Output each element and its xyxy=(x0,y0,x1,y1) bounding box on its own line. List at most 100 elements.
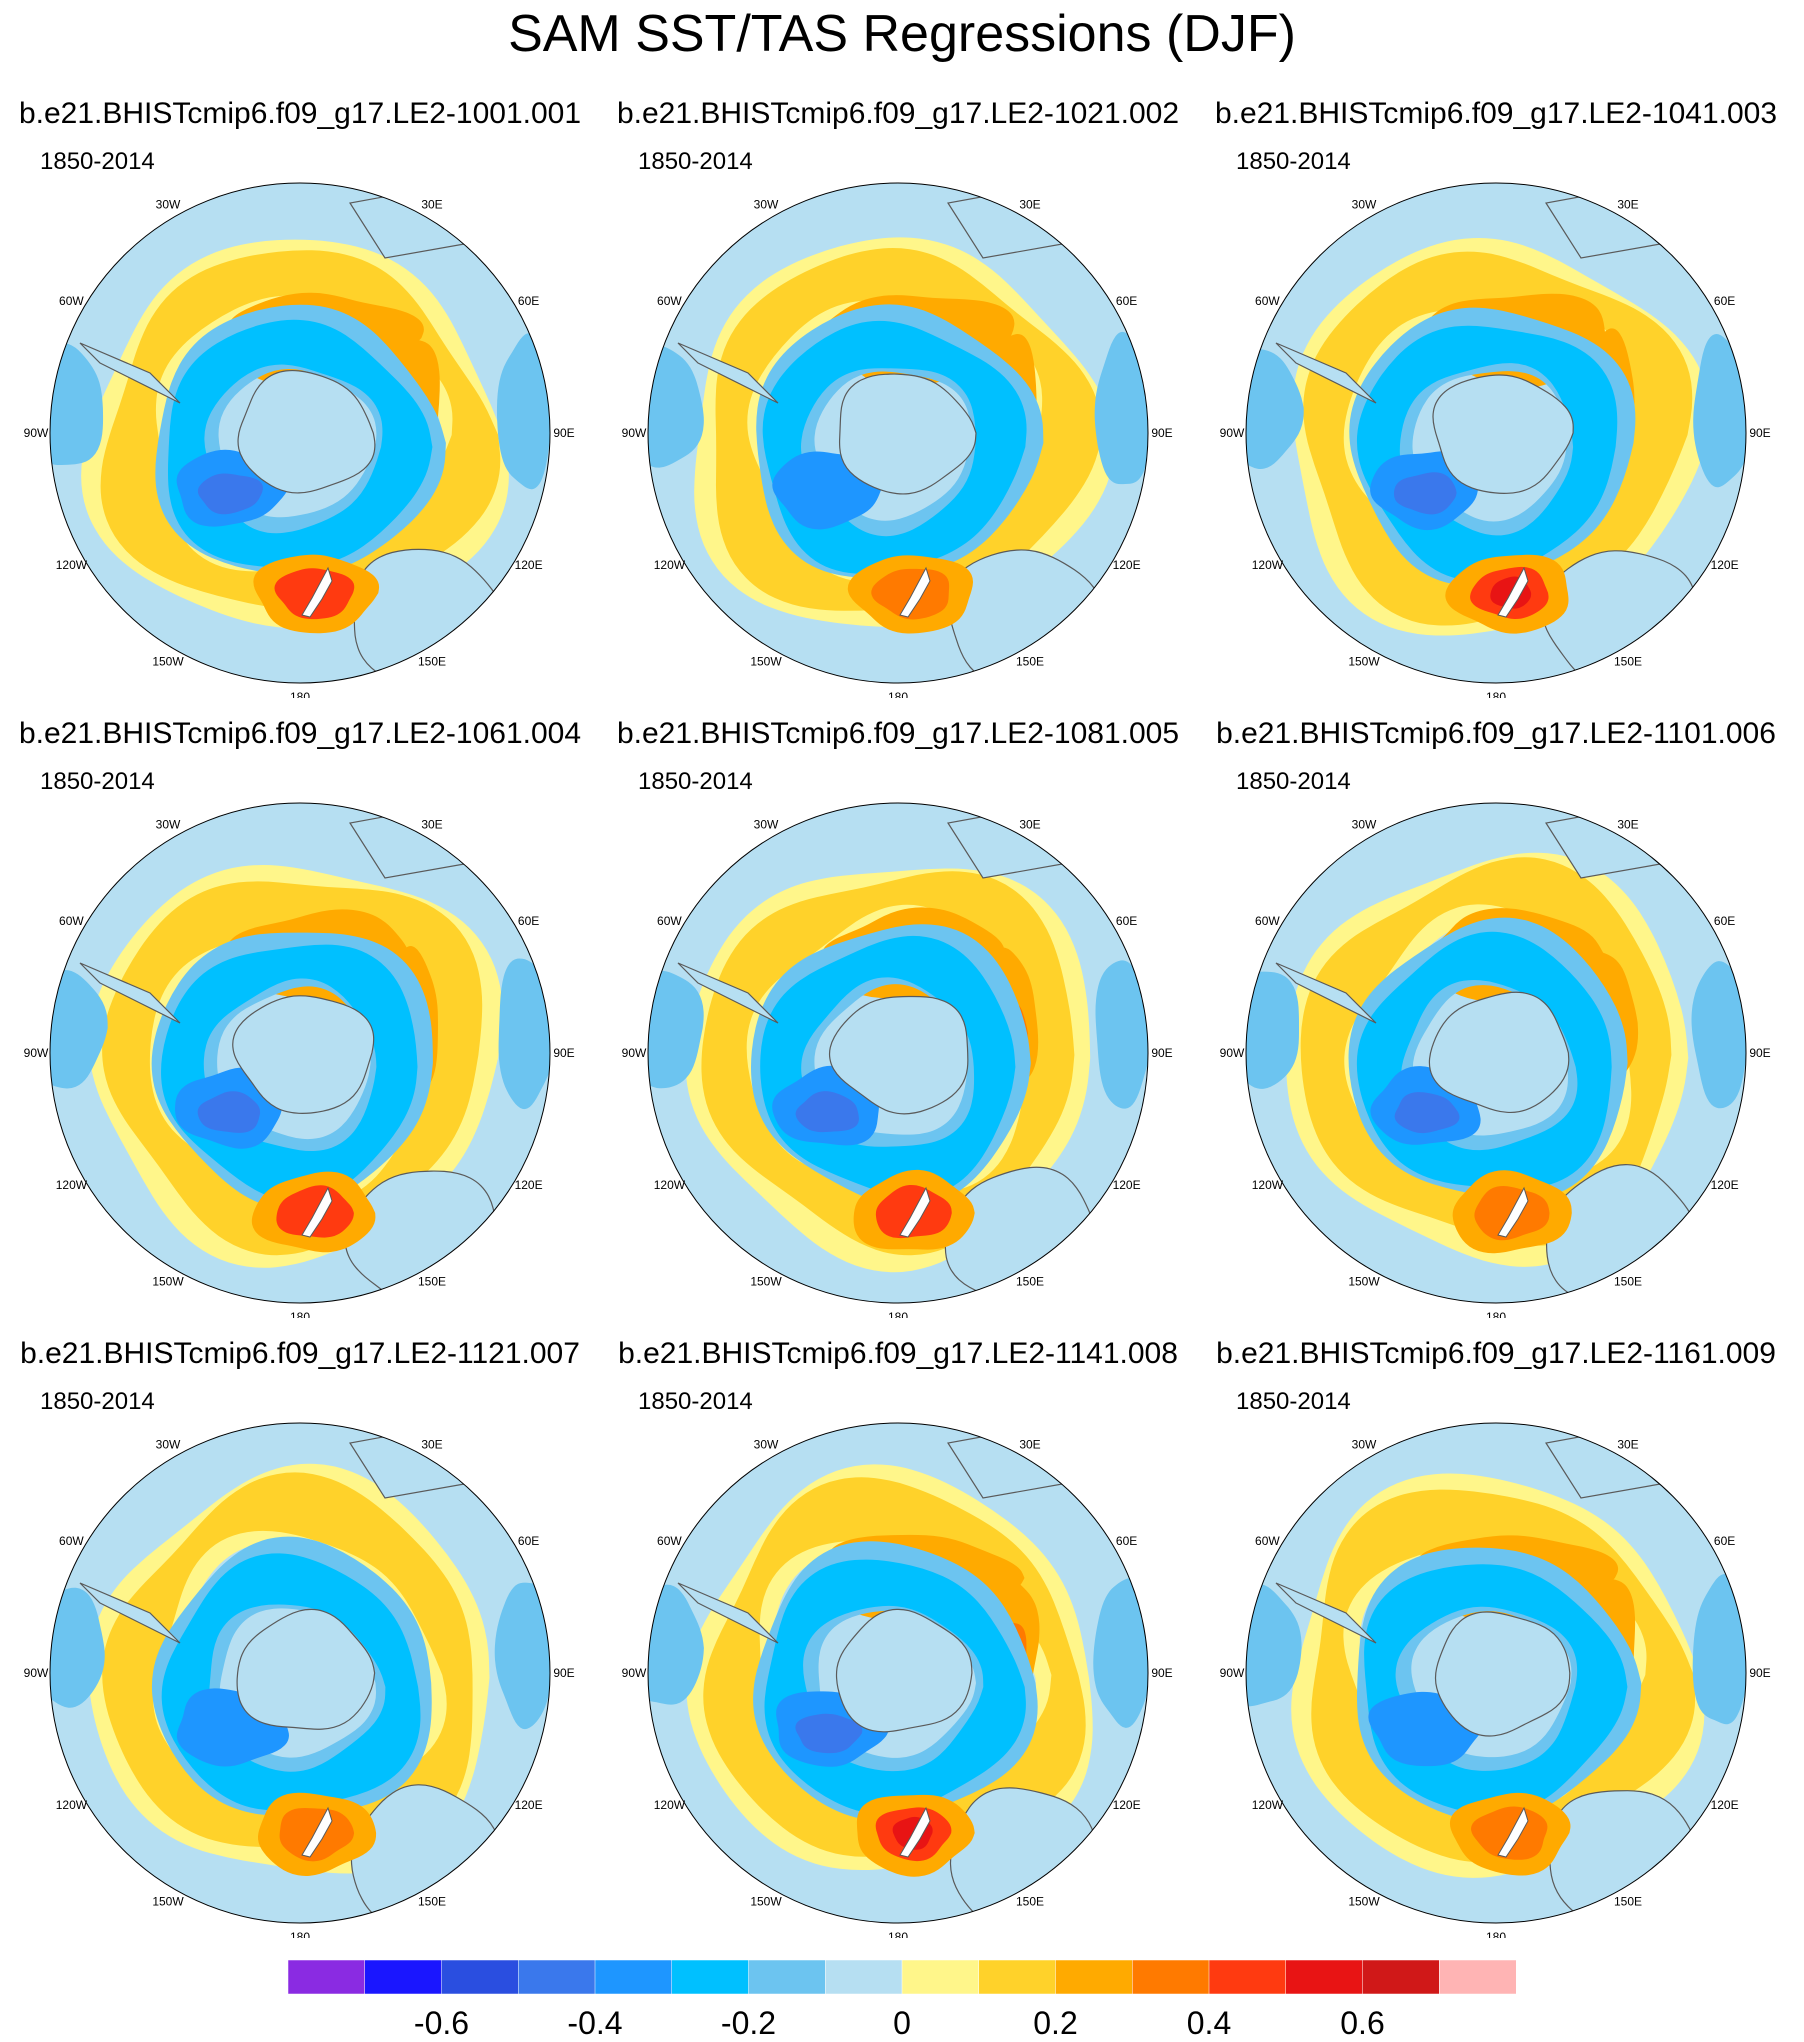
negative-lobe xyxy=(496,333,550,490)
longitude-label: 90W xyxy=(622,426,647,440)
polar-map: 030E60E90E120E150E180150W120W90W60W30W xyxy=(622,182,1173,698)
contour-field xyxy=(648,803,1148,1303)
period-label: 1850-2014 xyxy=(638,148,753,175)
positive-band xyxy=(102,881,483,1256)
new-zealand-landmass xyxy=(301,1806,333,1858)
longitude-label: 60E xyxy=(1714,294,1735,308)
antarctica-landmass xyxy=(1428,991,1570,1114)
longitude-label: 120E xyxy=(515,1178,543,1192)
polar-map: 030E60E90E120E150E180150W120W90W60W30W xyxy=(1220,182,1771,698)
panel: b.e21.BHISTcmip6.f09_g17.LE2-1101.006 18… xyxy=(1196,716,1796,1318)
longitude-label: 150W xyxy=(1348,1275,1380,1289)
longitude-label: 90E xyxy=(1151,1666,1172,1680)
longitude-label: 90E xyxy=(1151,1046,1172,1060)
longitude-label: 60E xyxy=(1116,914,1137,928)
longitude-label: 90W xyxy=(1220,426,1245,440)
antarctica-landmass xyxy=(828,995,969,1115)
panel-title: b.e21.BHISTcmip6.f09_g17.LE2-1041.003 xyxy=(1214,97,1778,130)
colorbar-swatch xyxy=(1362,1960,1440,1995)
colorbar-swatch xyxy=(748,1960,826,1995)
longitude-label: 150E xyxy=(418,1895,446,1909)
south-america-landmass xyxy=(677,962,779,1024)
antarctica-landmass xyxy=(237,369,376,494)
negative-lobe xyxy=(1692,1574,1746,1725)
colorbar-tick-label: -0.4 xyxy=(567,2005,622,2040)
positive-band xyxy=(701,871,1075,1256)
longitude-label: 180 xyxy=(1486,1930,1506,1938)
longitude-label: 180 xyxy=(290,1930,310,1938)
longitude-label: 180 xyxy=(290,1310,310,1318)
period-label: 1850-2014 xyxy=(40,768,155,795)
longitude-label: 60W xyxy=(657,294,682,308)
colorbar-tick-label: 0.2 xyxy=(1033,2005,1077,2040)
longitude-label: 60W xyxy=(59,294,84,308)
longitude-label: 90W xyxy=(622,1046,647,1060)
longitude-label: 180 xyxy=(1486,1310,1506,1318)
negative-core xyxy=(197,473,263,515)
longitude-label: 150W xyxy=(1348,655,1380,669)
contour-field xyxy=(1246,803,1746,1303)
antarctica-landmass xyxy=(1432,374,1574,494)
negative-lobe xyxy=(50,1587,105,1708)
panel: b.e21.BHISTcmip6.f09_g17.LE2-1001.001 18… xyxy=(0,96,600,698)
map-boundary xyxy=(647,182,1149,684)
polar-map: 030E60E90E120E150E180150W120W90W60W30W xyxy=(24,1422,575,1938)
positive-band xyxy=(1300,857,1672,1246)
longitude-label: 90W xyxy=(24,426,49,440)
panel: b.e21.BHISTcmip6.f09_g17.LE2-1141.008 18… xyxy=(598,1336,1198,1938)
longitude-label: 150W xyxy=(750,655,782,669)
longitude-label: 90W xyxy=(622,1666,647,1680)
negative-lobe xyxy=(50,343,104,466)
contour-field xyxy=(50,183,550,683)
antarctica-landmass xyxy=(1434,1611,1571,1737)
colorbar: -0.6 -0.4 -0.2 0 0.2 0.4 0.6 xyxy=(288,1960,1516,2040)
longitude-label: 90E xyxy=(553,1046,574,1060)
south-america-landmass xyxy=(677,342,779,404)
panel-title: b.e21.BHISTcmip6.f09_g17.LE2-1161.009 xyxy=(1216,1337,1776,1370)
panel-title: b.e21.BHISTcmip6.f09_g17.LE2-1121.007 xyxy=(20,1337,580,1370)
map-boundary xyxy=(1245,1422,1747,1924)
longitude-label: 30E xyxy=(421,1437,442,1451)
longitude-label: 60W xyxy=(1255,914,1280,928)
nz-warm-anomaly xyxy=(1471,1806,1548,1860)
negative-band xyxy=(167,319,433,568)
longitude-label: 30W xyxy=(754,1437,779,1451)
colorbar-swatch xyxy=(901,1960,980,1995)
longitude-label: 30W xyxy=(1352,197,1377,211)
longitude-label: 90E xyxy=(1151,426,1172,440)
new-zealand-landmass xyxy=(1497,1806,1529,1858)
longitude-label: 60E xyxy=(518,294,539,308)
antarctica-landmass xyxy=(236,1608,376,1730)
longitude-label: 60W xyxy=(657,1534,682,1548)
longitude-label: 120W xyxy=(654,1798,686,1812)
new-zealand-landmass xyxy=(301,566,333,618)
polar-map: 030E60E90E120E150E180150W120W90W60W30W xyxy=(1220,1422,1771,1938)
australia-landmass xyxy=(949,1787,1100,1923)
longitude-label: 60E xyxy=(1116,294,1137,308)
period-label: 1850-2014 xyxy=(1236,768,1351,795)
longitude-label: 60W xyxy=(59,1534,84,1548)
map-boundary xyxy=(49,802,551,1304)
south-america-landmass xyxy=(677,1582,779,1644)
period-label: 1850-2014 xyxy=(638,1388,753,1415)
longitude-label: 120E xyxy=(1113,558,1141,572)
colorbar-swatch xyxy=(1285,1960,1364,1995)
negative-lobe xyxy=(648,970,704,1089)
colorbar-tick-label: -0.6 xyxy=(414,2005,469,2040)
longitude-label: 120E xyxy=(1711,1798,1739,1812)
negative-lobe xyxy=(494,1582,550,1730)
period-label: 1850-2014 xyxy=(638,768,753,795)
longitude-label: 30E xyxy=(1617,197,1638,211)
new-zealand-landmass xyxy=(899,566,931,618)
negative-core xyxy=(795,1091,859,1133)
longitude-label: 30E xyxy=(1019,197,1040,211)
negative-lobe xyxy=(648,1584,704,1705)
polar-map: 030E60E90E120E150E180150W120W90W60W30W xyxy=(24,182,575,698)
south-america-landmass xyxy=(79,342,181,404)
contour-field xyxy=(1246,183,1746,683)
negative-core xyxy=(1393,472,1457,515)
longitude-label: 30W xyxy=(1352,817,1377,831)
contour-field xyxy=(1246,1423,1746,1923)
colorbar-tick-label: 0.4 xyxy=(1187,2005,1231,2040)
longitude-label: 90E xyxy=(553,1666,574,1680)
